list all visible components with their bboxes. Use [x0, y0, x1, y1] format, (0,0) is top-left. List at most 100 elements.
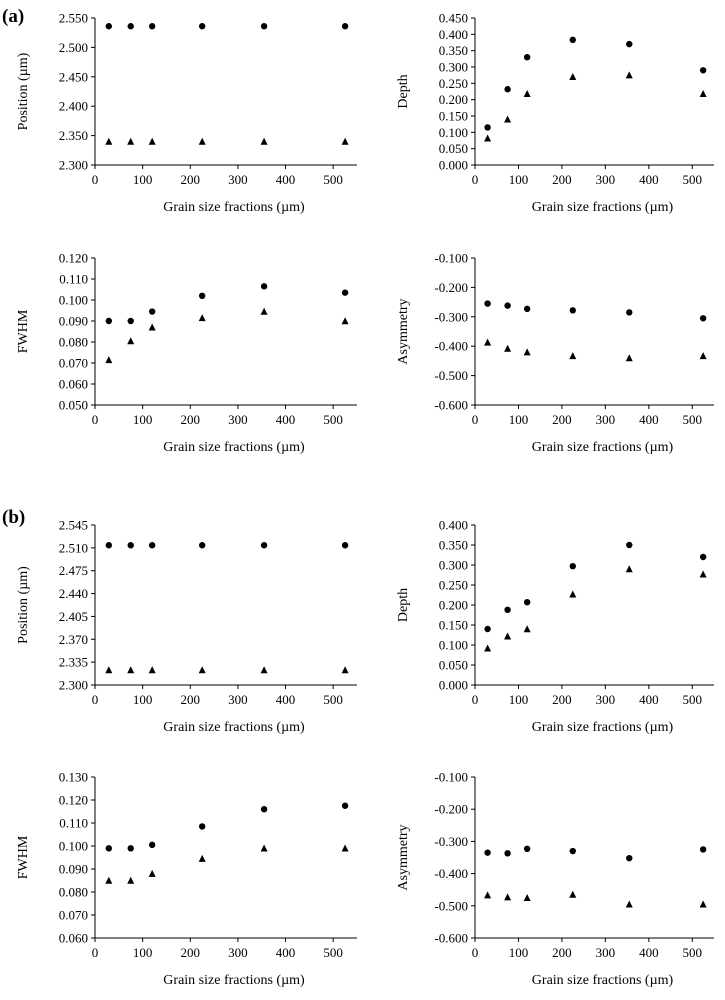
x-tick-label: 300 — [228, 692, 248, 707]
x-tick-label: 400 — [276, 692, 296, 707]
data-point-triangle — [148, 666, 156, 674]
y-axis-title: Position (µm) — [16, 566, 31, 644]
data-point-circle — [484, 625, 491, 633]
y-tick-label: 2.510 — [59, 540, 88, 555]
data-point-circle — [260, 542, 268, 549]
data-point-triangle — [569, 73, 577, 81]
x-tick-label: 300 — [596, 692, 616, 707]
y-tick-label: 0.000 — [439, 158, 468, 173]
data-point-triangle — [484, 644, 492, 652]
data-point-circle — [198, 292, 206, 299]
x-axis-title: Grain size fractions (µm) — [163, 973, 305, 988]
data-point-circle — [626, 854, 633, 862]
data-point-triangle — [198, 137, 206, 145]
data-point-circle — [523, 599, 531, 606]
data-point-circle — [148, 841, 156, 849]
data-point-circle — [105, 845, 113, 852]
y-tick-label: 2.300 — [59, 678, 88, 693]
y-tick-label: -0.300 — [434, 309, 468, 324]
y-tick-label: 2.500 — [59, 40, 88, 55]
data-point-circle — [504, 302, 511, 309]
data-point-triangle — [198, 854, 206, 862]
x-tick-label: 100 — [509, 692, 529, 707]
data-point-circle — [105, 23, 113, 30]
x-tick-label: 400 — [639, 945, 659, 960]
x-tick-label: 200 — [181, 412, 201, 427]
data-point-circle — [127, 845, 134, 852]
data-point-circle — [484, 849, 491, 856]
x-tick-label: 400 — [276, 172, 296, 187]
x-tick-label: 400 — [276, 412, 296, 427]
data-point-circle — [198, 542, 206, 549]
y-axis-title: FWHM — [16, 309, 31, 353]
x-tick-label: 500 — [683, 412, 703, 427]
x-tick-label: 500 — [323, 412, 343, 427]
x-tick-label: 500 — [323, 172, 343, 187]
x-tick-label: 0 — [472, 412, 479, 427]
data-point-circle — [626, 40, 633, 48]
data-point-circle — [504, 850, 511, 857]
y-tick-label: 2.350 — [59, 128, 88, 143]
data-point-circle — [127, 23, 134, 30]
x-tick-label: 100 — [509, 412, 529, 427]
data-point-circle — [484, 300, 491, 307]
y-tick-label: 2.300 — [59, 158, 88, 173]
y-tick-label: 0.100 — [59, 839, 88, 854]
data-point-circle — [504, 606, 511, 613]
y-axis-title: Position (µm) — [16, 52, 31, 130]
data-point-circle — [105, 542, 113, 549]
data-point-triangle — [341, 317, 349, 325]
y-tick-label: -0.400 — [434, 866, 468, 881]
y-tick-label: 0.120 — [59, 251, 88, 266]
data-point-triangle — [148, 869, 156, 877]
data-point-triangle — [484, 134, 492, 142]
data-point-circle — [569, 36, 576, 44]
y-tick-label: -0.100 — [434, 251, 468, 266]
y-tick-label: 0.150 — [439, 618, 468, 633]
data-point-triangle — [198, 314, 206, 322]
x-tick-label: 400 — [276, 945, 296, 960]
y-tick-label: 0.050 — [439, 658, 468, 673]
y-tick-label: 0.100 — [439, 125, 468, 140]
y-tick-label: -0.300 — [434, 834, 468, 849]
x-tick-label: 500 — [683, 172, 703, 187]
y-tick-label: 0.250 — [439, 578, 468, 593]
data-point-triangle — [699, 90, 707, 98]
data-point-circle — [569, 563, 576, 570]
y-tick-label: 0.200 — [439, 92, 468, 107]
y-axis-title: Asymmetry — [396, 298, 411, 364]
y-tick-label: 0.000 — [439, 678, 468, 693]
data-point-triangle — [699, 352, 707, 360]
data-point-triangle — [569, 890, 577, 898]
y-tick-label: 0.060 — [59, 377, 88, 392]
y-tick-label: 2.450 — [59, 69, 88, 84]
y-tick-label: 0.250 — [439, 76, 468, 91]
data-point-triangle — [148, 137, 156, 145]
y-tick-label: 0.450 — [439, 11, 468, 26]
x-tick-label: 400 — [639, 412, 659, 427]
x-tick-label: 300 — [596, 945, 616, 960]
data-point-circle — [127, 317, 134, 325]
data-point-circle — [504, 86, 511, 93]
data-point-circle — [341, 23, 349, 30]
y-axis-title: Depth — [396, 74, 411, 108]
x-axis-title: Grain size fractions (µm) — [532, 200, 674, 215]
data-point-triangle — [569, 352, 577, 360]
x-tick-label: 0 — [92, 412, 99, 427]
y-tick-label: 0.400 — [439, 27, 468, 42]
x-axis-title: Grain size fractions (µm) — [532, 440, 674, 455]
data-point-triangle — [504, 893, 512, 901]
y-tick-label: 2.545 — [59, 518, 88, 533]
data-point-circle — [523, 305, 531, 313]
data-point-triangle — [625, 71, 633, 79]
y-tick-label: 0.080 — [59, 885, 88, 900]
data-point-triangle — [625, 354, 633, 362]
data-point-circle — [523, 54, 531, 61]
x-tick-label: 200 — [181, 945, 201, 960]
x-tick-label: 400 — [639, 172, 659, 187]
data-point-circle — [127, 542, 134, 549]
y-tick-label: -0.200 — [434, 280, 468, 295]
y-tick-label: 0.070 — [59, 356, 88, 371]
x-tick-label: 300 — [228, 412, 248, 427]
x-tick-label: 200 — [552, 945, 572, 960]
